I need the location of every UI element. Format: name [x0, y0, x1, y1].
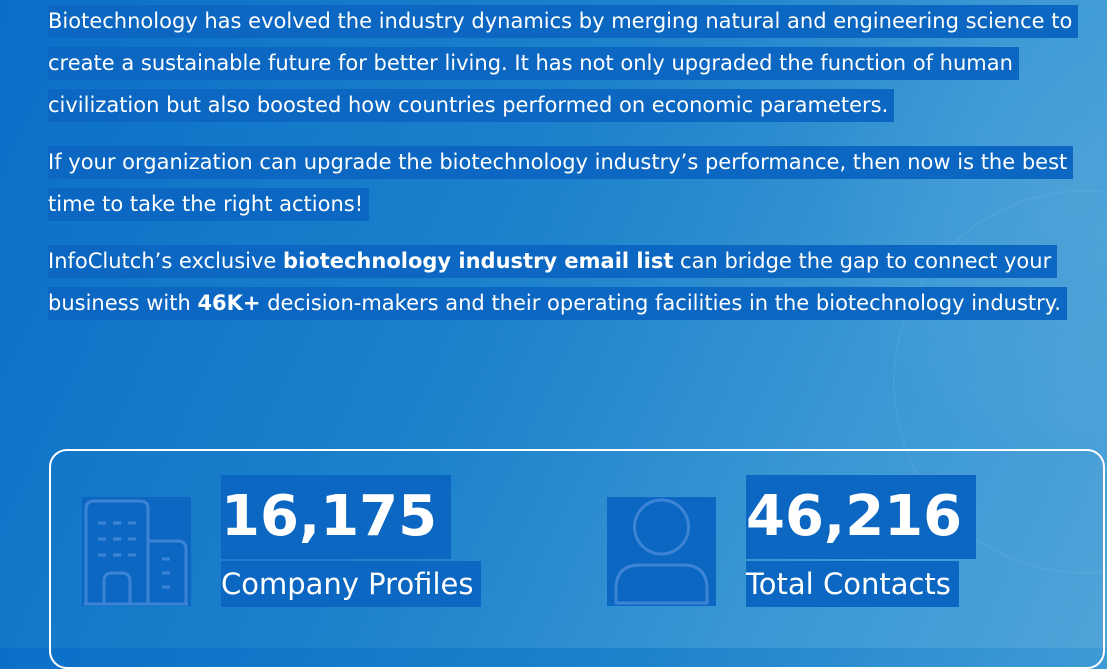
building-icon: [82, 497, 191, 606]
email-list-emphasis: biotechnology industry email list: [283, 249, 674, 273]
intro-paragraph-3-part-3: decision-makers and their operating faci…: [260, 291, 1061, 315]
intro-paragraph-2-text: If your organization can upgrade the bio…: [48, 146, 1074, 221]
intro-paragraph-1: Biotechnology has evolved the industry d…: [48, 0, 1107, 126]
intro-paragraph-3-text: InfoClutch’s exclusive biotechnology ind…: [48, 245, 1067, 320]
intro-paragraph-3-part-1: InfoClutch’s exclusive: [48, 249, 284, 273]
intro-text-section: Biotechnology has evolved the industry d…: [48, 0, 1107, 339]
user-icon: [607, 497, 716, 606]
company-profiles-label: Company Profiles: [221, 561, 482, 607]
company-profiles-count: 16,175: [221, 475, 452, 559]
total-contacts-count: 46,216: [746, 475, 977, 559]
intro-paragraph-3: InfoClutch’s exclusive biotechnology ind…: [48, 240, 1107, 324]
intro-paragraph-2: If your organization can upgrade the bio…: [48, 141, 1107, 225]
stats-card: 16,175 Company Profiles 46,216 Total Con…: [49, 449, 1105, 669]
contact-count-emphasis: 46K+: [197, 291, 261, 315]
total-contacts-label: Total Contacts: [746, 561, 959, 607]
intro-paragraph-3-part-2: can bridge the gap to connect your busin…: [48, 249, 1052, 315]
intro-paragraph-1-text: Biotechnology has evolved the industry d…: [48, 5, 1079, 122]
